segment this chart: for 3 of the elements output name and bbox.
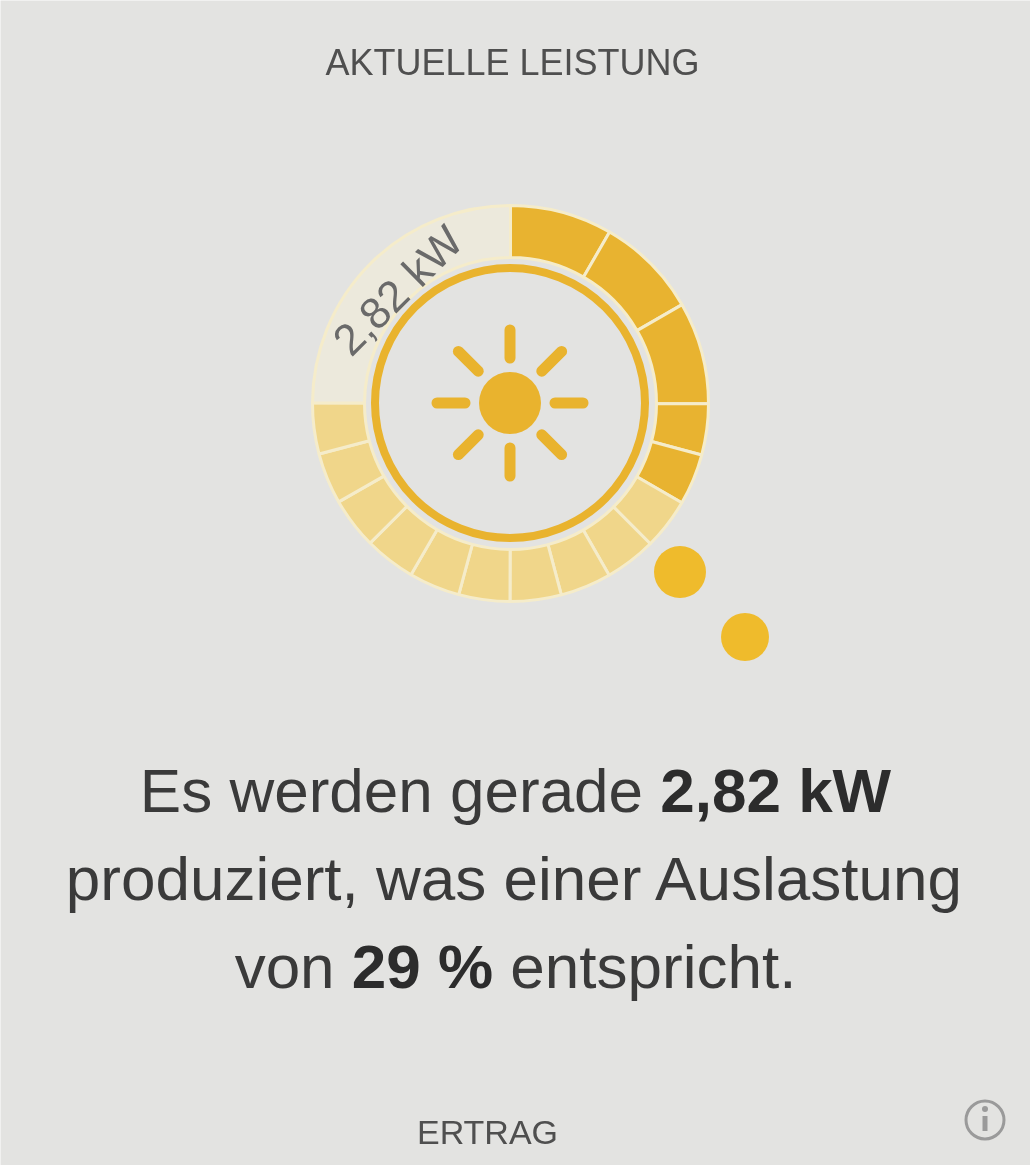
text: ERTRAG <box>416 1112 559 1151</box>
chart-title: AKTUELLE LEISTUNG <box>325 42 700 83</box>
text: Es werden gerade 2,82 kW produziert, was einer Auslastung von 29 % entspricht. <box>65 756 962 1001</box>
